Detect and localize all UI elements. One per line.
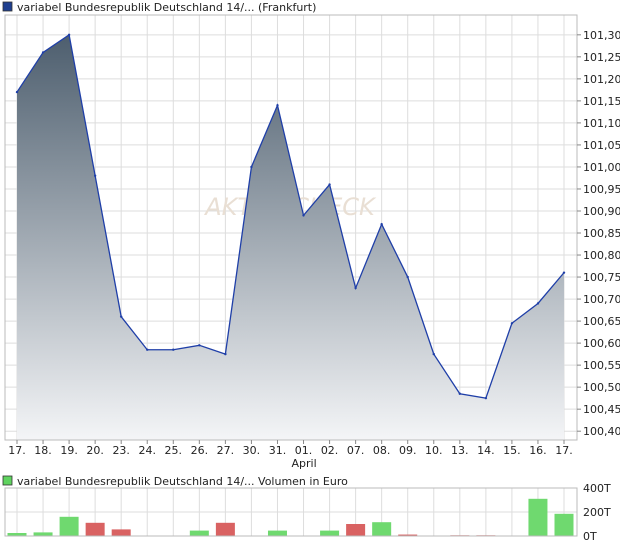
price-y-tick-label: 100,75 <box>583 271 620 284</box>
volume-bar <box>33 532 53 536</box>
date-x-tick-label: 25. <box>165 444 183 457</box>
volume-bar <box>215 522 235 536</box>
date-x-tick-label: 17. <box>555 444 573 457</box>
volume-legend: variabel Bundesrepublik Deutschland 14/.… <box>2 475 348 488</box>
price-y-tick-label: 101,15 <box>583 95 620 108</box>
volume-bar <box>59 516 79 536</box>
price-y-tick-label: 100,90 <box>583 205 620 218</box>
price-y-tick-label: 100,55 <box>583 359 620 372</box>
price-y-tick-label: 100,85 <box>583 227 620 240</box>
volume-legend-label: variabel Bundesrepublik Deutschland 14/.… <box>17 475 348 488</box>
volume-bar <box>111 529 131 536</box>
price-point <box>15 90 19 94</box>
price-point <box>224 352 227 356</box>
price-legend: variabel Bundesrepublik Deutschland 14/.… <box>2 1 316 14</box>
volume-bar <box>320 530 340 536</box>
volume-y-tick-label: 200T <box>583 506 611 519</box>
date-x-tick-label: 13. <box>451 444 469 457</box>
date-x-tick-label: 10. <box>425 444 443 457</box>
volume-bar <box>372 522 392 536</box>
price-area-series <box>15 33 566 440</box>
price-y-tick-label: 101,00 <box>583 161 620 174</box>
volume-legend-swatch <box>2 475 13 486</box>
date-x-tick-label: 20. <box>86 444 104 457</box>
price-point <box>67 33 71 37</box>
price-point <box>510 322 514 325</box>
price-y-tick-label: 100,95 <box>583 183 620 196</box>
volume-bar <box>85 522 105 536</box>
date-x-tick-label: 23. <box>112 444 130 457</box>
price-y-tick-label: 101,30 <box>583 29 620 42</box>
price-plot-frame <box>4 14 578 441</box>
date-x-tick-label: 26. <box>191 444 209 457</box>
price-legend-label: variabel Bundesrepublik Deutschland 14/.… <box>17 1 316 14</box>
price-line <box>16 33 565 399</box>
date-x-tick-label: 18. <box>34 444 52 457</box>
volume-bar <box>398 534 418 536</box>
date-x-tick-label: 14. <box>477 444 495 457</box>
price-y-tick-label: 100,40 <box>583 425 620 438</box>
price-point <box>119 315 123 318</box>
price-y-tick-label: 100,60 <box>583 337 620 350</box>
date-x-tick-label: 07. <box>347 444 365 457</box>
volume-y-tick-label: 0T <box>583 530 597 543</box>
date-x-tick-label: 31. <box>269 444 287 457</box>
price-point <box>432 352 435 356</box>
price-point <box>41 51 45 54</box>
price-point <box>93 174 97 177</box>
volume-bar <box>346 524 366 536</box>
date-x-tick-label: 02. <box>321 444 339 457</box>
price-y-tick-label: 100,65 <box>583 315 620 328</box>
date-x-axis: 17. 18. 19. 20. 23. 24. 25. 26. 27. 30. 31. 01. 02. 0… <box>8 440 573 457</box>
price-point <box>276 104 279 107</box>
date-x-tick-label: 30. <box>243 444 261 457</box>
date-x-tick-label: 09. <box>399 444 417 457</box>
price-point <box>198 344 201 347</box>
price-y-tick-label: 100,80 <box>583 249 620 262</box>
date-x-tick-label: 27. <box>217 444 235 457</box>
price-point <box>458 392 462 395</box>
date-x-tick-label: 16. <box>529 444 547 457</box>
volume-y-axis: 400T 200T 0T <box>583 482 611 543</box>
price-y-tick-label: 100,45 <box>583 403 620 416</box>
price-point <box>250 165 253 169</box>
date-x-tick-label: 24. <box>138 444 156 457</box>
price-y-tick-label: 101,20 <box>583 73 620 86</box>
volume-y-tick-label: 400T <box>583 482 611 495</box>
price-y-tick-label: 100,70 <box>583 293 620 306</box>
price-point <box>146 348 149 351</box>
date-x-tick-label: 08. <box>373 444 391 457</box>
price-area-fill <box>17 34 564 440</box>
volume-bars <box>7 498 574 536</box>
date-x-tick-label: 17. <box>8 444 26 457</box>
volume-plot-frame <box>4 487 578 537</box>
price-y-tick-label: 101,05 <box>583 139 620 152</box>
price-point <box>328 183 331 186</box>
price-y-tick-label: 101,25 <box>583 51 620 64</box>
price-y-axis: 100,40 100,45 100,50 100,55 100,60 100,65 100,… <box>577 29 620 438</box>
price-legend-swatch <box>2 1 13 12</box>
price-point <box>536 302 540 305</box>
price-point <box>562 271 566 274</box>
volume-bar <box>267 530 287 536</box>
volume-bar <box>189 530 209 536</box>
price-point <box>302 214 305 217</box>
volume-bar <box>7 533 27 536</box>
price-y-tick-label: 100,50 <box>583 381 620 394</box>
price-point <box>172 348 175 351</box>
price-y-tick-label: 101,10 <box>583 117 620 130</box>
date-x-tick-label: 15. <box>503 444 521 457</box>
date-x-tick-label: 19. <box>60 444 78 457</box>
price-point <box>380 222 383 226</box>
date-x-tick-label: 01. <box>295 444 313 457</box>
price-point <box>406 275 409 279</box>
volume-bar <box>528 498 548 536</box>
price-point <box>484 396 488 400</box>
price-point <box>354 286 357 290</box>
month-label-april: April <box>292 457 317 470</box>
volume-bar <box>554 513 574 536</box>
